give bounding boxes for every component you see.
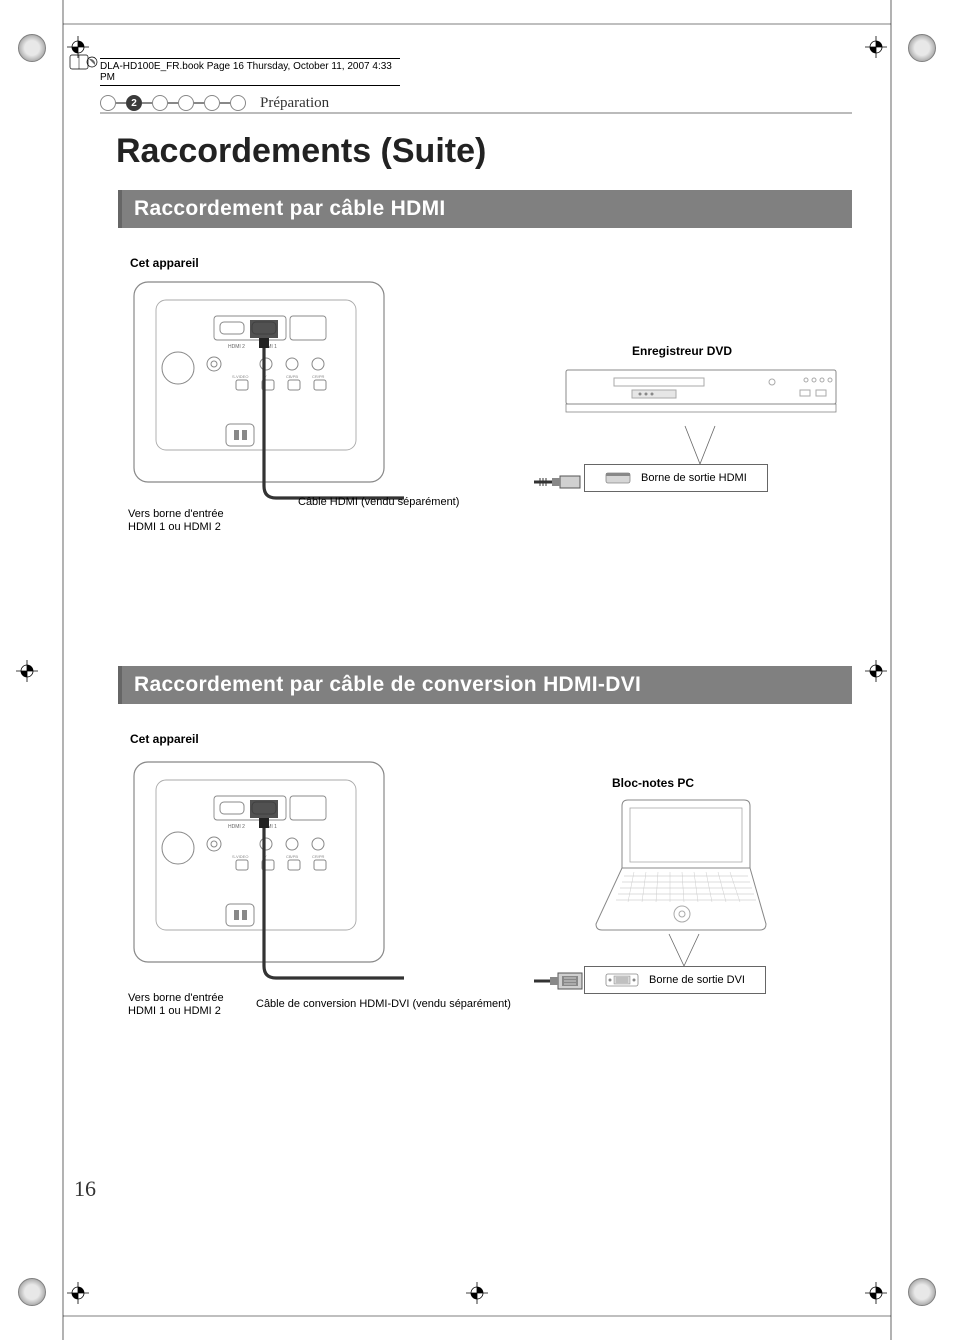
projector-diagram-2: HDMI 2 HDMI 1 S-VIDEO Y CB/PB CR/PR [128,756,408,986]
section-name: Préparation [260,95,329,112]
hdmi-plug-icon [534,472,584,492]
callout2-label: Borne de sortie DVI [649,974,745,986]
reg-mark-br [865,1282,887,1304]
corner-mark-br [908,1278,936,1306]
corner-mark-tl [18,34,46,62]
section-tag-row: 2 Préparation [100,94,852,114]
reg-mark-rc [865,660,887,682]
leader2 [664,932,704,968]
projector-diagram-1: HDMI 2 HDMI 1 S-VIDEO Y CB/PB CR/PR [128,276,408,506]
svg-text:CB/PB: CB/PB [286,374,298,379]
step-active: 2 [126,95,142,111]
corner-mark-bl [18,1278,46,1306]
dvi-port-icon [605,973,639,987]
section2-input-label2: HDMI 1 ou HDMI 2 [128,1005,221,1017]
section1-banner: Raccordement par câble HDMI [118,190,852,228]
svg-text:HDMI 2: HDMI 2 [228,824,245,830]
section2-device-label: Cet appareil [130,732,199,746]
section2-source-label: Bloc-notes PC [612,776,694,790]
svg-text:HDMI 2: HDMI 2 [228,344,245,350]
reg-mark-tr [865,36,887,58]
svg-text:CR/PR: CR/PR [312,374,325,379]
svg-text:CR/PR: CR/PR [312,854,325,859]
section1-device-label: Cet appareil [130,256,199,270]
leader1 [680,424,720,466]
callout-hdmi-out: Borne de sortie HDMI [584,464,768,492]
svg-text:S-VIDEO: S-VIDEO [232,854,248,859]
svg-text:CB/PB: CB/PB [286,854,298,859]
section1-input-label2: HDMI 1 ou HDMI 2 [128,521,221,533]
section2-cable-label: Câble de conversion HDMI-DVI (vendu sépa… [256,998,511,1010]
dvi-plug-icon [534,970,584,994]
callout-dvi-out: Borne de sortie DVI [584,966,766,994]
page-title: Raccordements (Suite) [116,132,486,171]
reg-mark-lc [16,660,38,682]
book-icon [68,52,98,74]
section1-source-label: Enregistreur DVD [632,344,732,358]
reg-mark-bc [466,1282,488,1304]
hdmi-port-icon [605,471,631,485]
section1-input-label1: Vers borne d'entrée [128,508,224,520]
section1-cable-label: Câble HDMI (vendu séparément) [298,496,459,508]
page-number: 16 [74,1176,96,1202]
svg-text:S-VIDEO: S-VIDEO [232,374,248,379]
section2-input-label1: Vers borne d'entrée [128,992,224,1004]
section2-banner: Raccordement par câble de conversion HDM… [118,666,852,704]
reg-mark-bl [67,1282,89,1304]
step-indicator: 2 [100,95,246,111]
laptop-diagram [594,794,768,940]
dvd-recorder [562,362,840,426]
corner-mark-tr [908,34,936,62]
callout1-label: Borne de sortie HDMI [641,472,747,484]
header-bookinfo: DLA-HD100E_FR.book Page 16 Thursday, Oct… [100,58,400,86]
